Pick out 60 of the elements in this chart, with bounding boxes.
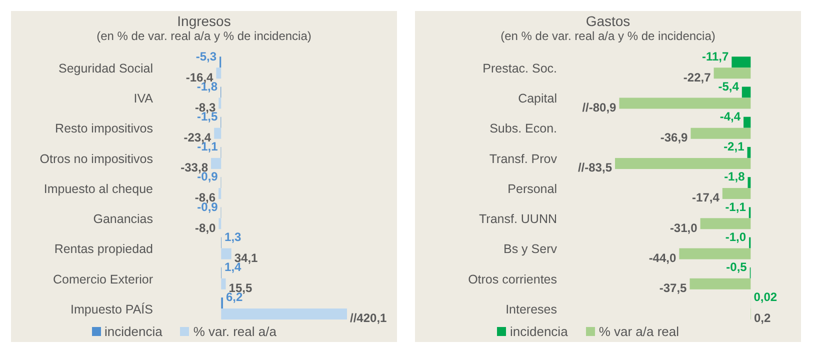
legend-label: incidencia bbox=[508, 324, 568, 339]
data-label: 0,2 bbox=[754, 311, 772, 326]
bar bbox=[221, 308, 347, 320]
chart-subtitle: (en % de var. real a/a y % de incidencia) bbox=[500, 29, 716, 43]
data-label: -4,4 bbox=[720, 110, 741, 124]
chart-subtitle: (en % de var. real a/a y % de incidencia) bbox=[96, 29, 312, 43]
bar bbox=[211, 158, 222, 169]
y-tick-label: Ganancias bbox=[93, 212, 153, 226]
bar bbox=[221, 278, 226, 290]
data-label: -5,3 bbox=[196, 49, 217, 64]
data-label: 1,3 bbox=[224, 230, 242, 244]
y-tick-label: Otros corrientes bbox=[468, 272, 557, 286]
data-label: 0,02 bbox=[754, 290, 778, 304]
data-label: //-80,9 bbox=[582, 100, 617, 114]
y-tick-label: Rentas propiedad bbox=[54, 242, 154, 256]
y-tick-label: Otros no impositivos bbox=[40, 152, 153, 166]
y-tick-label: Bs y Serv bbox=[504, 242, 558, 256]
chart-title: Gastos bbox=[584, 13, 632, 29]
data-label: //-83,5 bbox=[578, 160, 612, 175]
data-label: -1,1 bbox=[725, 200, 746, 214]
data-label: -1,0 bbox=[725, 230, 746, 244]
y-tick-label: Prestac. Soc. bbox=[482, 61, 557, 76]
data-label: -11,7 bbox=[702, 49, 729, 64]
data-label: -0,5 bbox=[726, 260, 748, 274]
y-tick-label: Impuesto PAÍS bbox=[70, 302, 153, 316]
legend-label: % var a/a real bbox=[598, 324, 680, 339]
bar bbox=[221, 248, 232, 260]
data-label: -36,9 bbox=[660, 130, 688, 145]
data-label: -23,4 bbox=[184, 130, 212, 145]
y-tick-label: Resto impositivos bbox=[55, 122, 153, 136]
legend-label: incidencia bbox=[104, 324, 162, 339]
data-label: -22,7 bbox=[683, 70, 712, 84]
y-tick-label: Transf. Prov bbox=[489, 152, 558, 166]
y-tick-label: Comercio Exterior bbox=[52, 272, 153, 286]
y-tick-label: Intereses bbox=[506, 302, 557, 316]
y-tick-label: Personal bbox=[508, 182, 557, 196]
data-label: -17,4 bbox=[692, 190, 720, 205]
chart-title: Ingresos bbox=[176, 13, 232, 29]
bar bbox=[218, 188, 222, 200]
data-label: -5,4 bbox=[718, 79, 740, 94]
data-label: -33,8 bbox=[180, 160, 208, 175]
bar bbox=[218, 218, 222, 230]
y-tick-label: Transf. UUNN bbox=[478, 212, 557, 226]
data-label: //420,1 bbox=[350, 311, 388, 326]
data-label: -37,5 bbox=[659, 281, 688, 296]
data-label: -44,0 bbox=[648, 250, 676, 265]
y-tick-label: Impuesto al cheque bbox=[44, 182, 154, 196]
y-tick-label: Subs. Econ. bbox=[490, 122, 557, 136]
data-label: -1,8 bbox=[724, 170, 746, 184]
y-tick-label: Capital bbox=[518, 92, 557, 106]
data-label: -31,0 bbox=[670, 220, 698, 235]
data-label: -8,0 bbox=[195, 220, 216, 235]
data-label: 34,1 bbox=[234, 250, 258, 265]
data-label: -2,1 bbox=[724, 140, 745, 154]
y-tick-label: IVA bbox=[134, 92, 154, 106]
bar bbox=[216, 68, 222, 79]
bar bbox=[218, 98, 222, 109]
legend-label: % var. real a/a bbox=[192, 324, 276, 339]
bar bbox=[214, 128, 222, 139]
y-tick-label: Seguridad Social bbox=[58, 61, 153, 76]
